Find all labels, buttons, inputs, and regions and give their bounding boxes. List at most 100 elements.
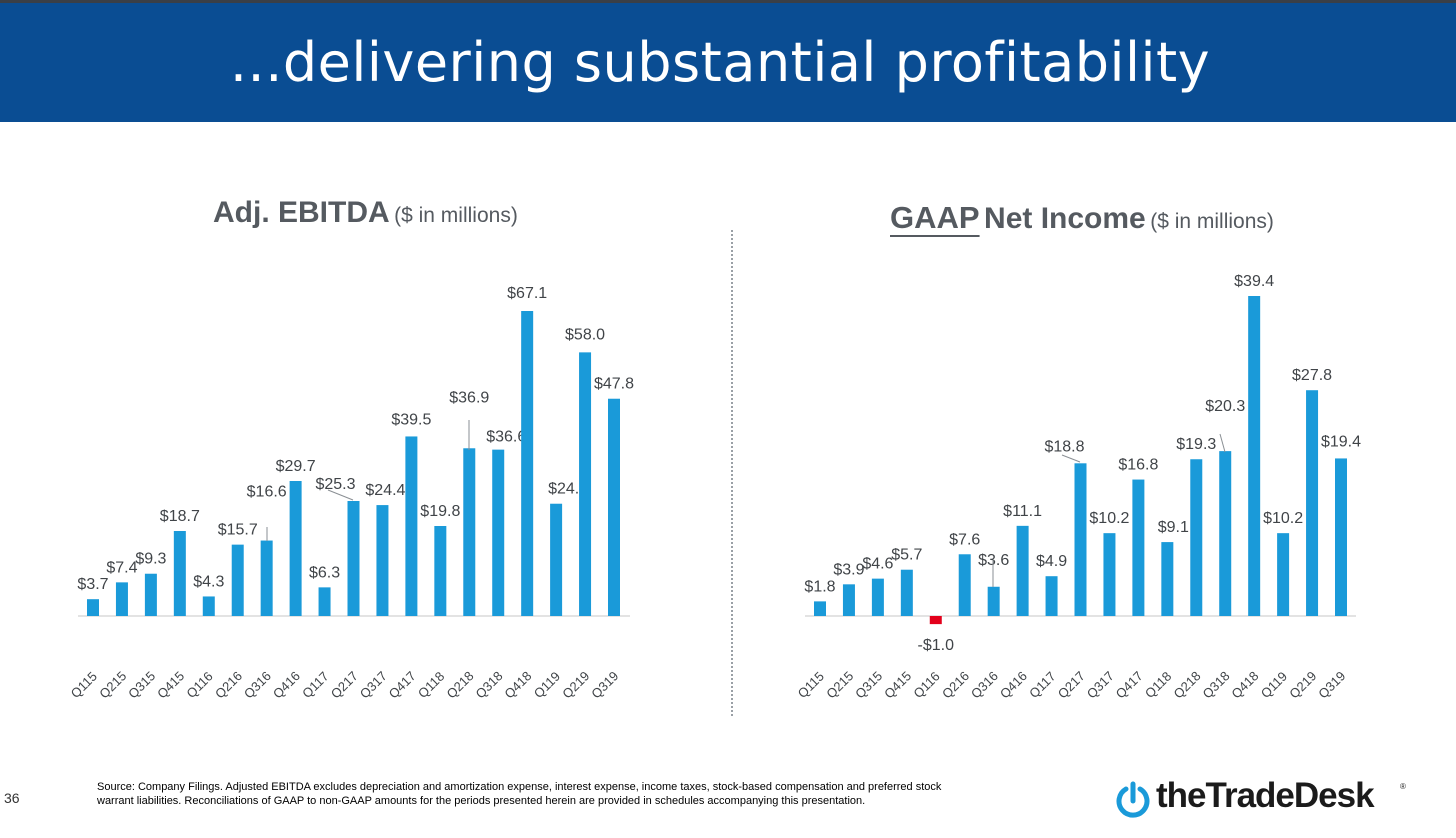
ebitda-bar-q415 [173, 531, 186, 616]
netincome-value-label: $3.9 [833, 561, 864, 578]
netincome-category-label: Q218 [1171, 668, 1204, 701]
netincome-value-label: $27.8 [1292, 367, 1332, 384]
netincome-category-label: Q417 [1113, 668, 1146, 701]
ebitda-value-label: $36.9 [449, 389, 489, 406]
chart-divider [731, 230, 733, 716]
netincome-category-label: Q216 [939, 668, 972, 701]
netincome-bar-q217 [1074, 463, 1087, 616]
netincome-category-label: Q117 [1026, 669, 1058, 701]
netincome-bar-q215 [842, 584, 855, 616]
ebitda-value-label: $3.7 [77, 576, 108, 593]
netincome-leader-line [1061, 454, 1081, 463]
netincome-value-label: $4.9 [1036, 553, 1067, 570]
ebitda-value-label: $4.3 [193, 573, 224, 590]
netincome-bar-q116 [929, 616, 942, 625]
ebitda-value-label: $58.0 [565, 326, 605, 343]
ebitda-value-label: $6.3 [309, 564, 340, 581]
ebitda-value-label: $15.7 [218, 522, 258, 539]
ebitda-leader-line [327, 489, 354, 501]
power-icon [1116, 781, 1150, 818]
netincome-category-label: Q316 [968, 668, 1001, 701]
netincome-leader-line [1219, 433, 1226, 453]
ebitda-value-label: $36.6 [486, 429, 526, 446]
netincome-value-label: $20.3 [1205, 398, 1245, 415]
netincome-bar-q415 [900, 569, 913, 616]
netincome-value-label: $19.3 [1176, 436, 1216, 453]
netincome-category-label: Q119 [1258, 669, 1290, 701]
ebitda-value-label: $7.4 [106, 559, 137, 576]
netincome-value-label: $16.8 [1118, 457, 1158, 474]
source-footnote: Source: Company Filings. Adjusted EBITDA… [97, 781, 942, 807]
netincome-value-label: $10.2 [1089, 510, 1129, 527]
netincome-bar-q319 [1335, 458, 1347, 616]
ebitda-bar-q416 [289, 481, 302, 616]
ebitda-bar-q118 [434, 526, 447, 616]
ebitda-title-bold: Adj. EBITDA [213, 196, 390, 229]
netincome-value-label: -$1.0 [918, 637, 955, 654]
netincome-bar-q317 [1103, 533, 1116, 616]
ebitda-bar-q318 [492, 449, 505, 616]
netincome-value-label: $39.4 [1234, 273, 1274, 290]
net-income-title-units: ($ in millions) [1150, 210, 1274, 233]
net-income-chart-title: GAAP Net Income ($ in millions) [890, 200, 1274, 236]
ebitda-bar-q215 [115, 582, 128, 616]
ebitda-value-label: $24.7 [548, 481, 588, 498]
slide-title: ...delivering substantial profitability [229, 31, 1211, 94]
netincome-category-label: Q418 [1228, 668, 1261, 701]
title-banner: ...delivering substantial profitability [0, 0, 1456, 122]
netincome-category-label: Q118 [1142, 669, 1174, 701]
netincome-bar-q216 [958, 554, 971, 616]
netincome-bar-q118 [1161, 542, 1174, 616]
ebitda-bar-q218 [463, 448, 476, 616]
netincome-value-label: $18.8 [1044, 438, 1084, 455]
ebitda-value-label: $47.8 [594, 376, 634, 393]
ebitda-value-label: $39.5 [391, 411, 431, 428]
netincome-value-label: $9.1 [1158, 519, 1189, 536]
netincome-bar-q315 [871, 578, 884, 616]
ebitda-bar-q418 [521, 311, 534, 616]
ebitda-bar-q317 [376, 505, 389, 616]
ebitda-title-units: ($ in millions) [394, 204, 518, 227]
ebitda-bar-q319 [608, 398, 620, 616]
netincome-category-label: Q415 [881, 668, 914, 701]
netincome-value-label: $11.1 [1003, 503, 1042, 520]
net-income-title-bold: Net Income [984, 202, 1146, 235]
netincome-bar-q417 [1132, 479, 1145, 616]
netincome-category-label: Q317 [1084, 668, 1117, 701]
netincome-category-label: Q116 [910, 669, 942, 701]
netincome-bar-q316 [987, 586, 1000, 616]
ebitda-value-label: $67.1 [507, 285, 547, 302]
netincome-value-label: $4.6 [862, 556, 893, 573]
netincome-value-label: $1.8 [804, 578, 835, 595]
ebitda-chart-title: Adj. EBITDA ($ in millions) [213, 196, 518, 230]
logo-wordmark: theTradeDesk [1156, 776, 1375, 815]
ebitda-bar-q116 [202, 596, 215, 616]
ebitda-bar-q417 [405, 436, 418, 616]
netincome-bar-q119 [1277, 533, 1290, 616]
netincome-bar-q219 [1306, 390, 1319, 616]
page-number: 36 [4, 790, 20, 806]
netincome-category-label: Q215 [823, 668, 856, 701]
logo-registered-mark: ® [1400, 782, 1406, 791]
ebitda-bar-q216 [231, 544, 244, 616]
ebitda-value-label: $9.3 [135, 551, 166, 568]
netincome-value-label: $10.2 [1263, 510, 1303, 527]
ebitda-value-label: $18.7 [160, 508, 200, 525]
netincome-category-label: Q219 [1286, 668, 1319, 701]
netincome-bar-q416 [1016, 525, 1029, 616]
ebitda-value-label: $19.8 [420, 503, 460, 520]
netincome-category-label: Q416 [997, 668, 1030, 701]
ebitda-bar-q119 [550, 503, 563, 616]
netincome-bar-q418 [1248, 296, 1261, 616]
ebitda-bar-q217 [347, 501, 360, 616]
netincome-bar-q318 [1219, 451, 1232, 616]
netincome-bar-q115 [814, 601, 826, 616]
netincome-category-label: Q315 [852, 668, 885, 701]
net-income-bar-chart: $1.8 Q115 $3.9 Q215 $4.6 Q315 $5.7 Q415-$1.0 Q11… [795, 273, 1362, 701]
ebitda-value-label: $25.3 [315, 476, 355, 493]
ebitda-value-label: $29.7 [276, 458, 316, 475]
net-income-title-gaap: GAAP [890, 200, 980, 235]
netincome-bar-q117 [1045, 576, 1058, 616]
ebitda-value-label: $16.6 [247, 484, 287, 501]
netincome-bar-q218 [1190, 459, 1203, 616]
